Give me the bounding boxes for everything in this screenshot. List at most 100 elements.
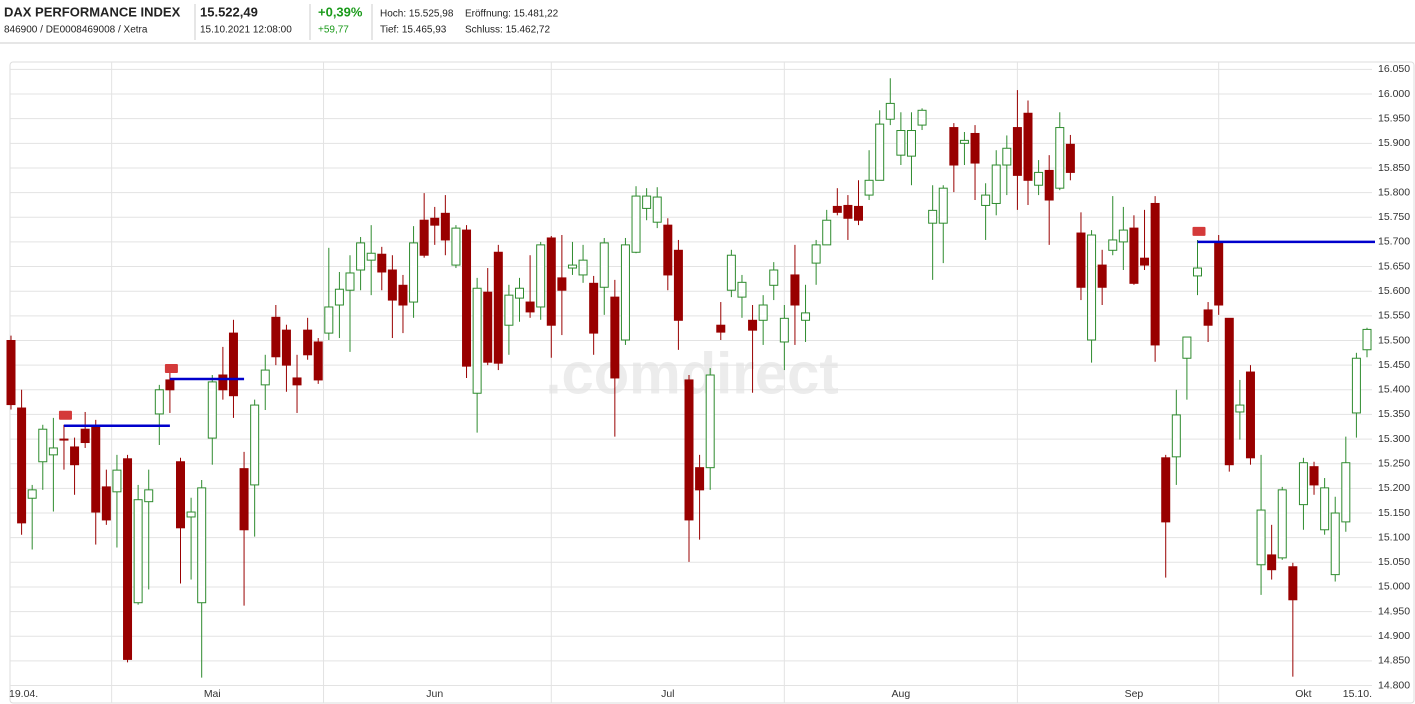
candle-body (48, 447, 58, 456)
candle-body (292, 377, 302, 386)
candle-body (334, 288, 344, 306)
y-tick-label: 16.000 (1378, 88, 1410, 100)
x-tick-label: Jun (426, 688, 443, 700)
y-tick-label: 15.750 (1378, 211, 1410, 223)
candle-body (663, 224, 673, 276)
candle-body (387, 269, 397, 301)
candle-body (1267, 554, 1277, 571)
candle-body (906, 130, 916, 157)
y-tick-label: 15.600 (1378, 285, 1410, 297)
candle-body (1341, 462, 1351, 523)
y-tick-label: 15.200 (1378, 482, 1410, 494)
candle-body (281, 329, 291, 366)
y-tick-label: 15.500 (1378, 334, 1410, 346)
candle-body (748, 319, 758, 331)
candle-body (525, 301, 535, 313)
candle-body (1193, 267, 1202, 277)
x-tick-label: Mai (204, 688, 221, 700)
price: 15.522,49 (200, 4, 258, 19)
candle-body (1203, 309, 1213, 326)
candle-body (811, 244, 821, 264)
candle-body (1277, 489, 1287, 559)
candle-body (1150, 202, 1160, 346)
candle-body (1044, 169, 1054, 201)
change-abs: +59,77 (318, 25, 349, 36)
candle-body (1224, 317, 1234, 466)
candle-body (970, 132, 980, 164)
candle-body (1097, 264, 1107, 288)
candle-body (419, 219, 429, 256)
candle-body (1065, 143, 1075, 173)
candle-body (1034, 171, 1044, 186)
candle-body (737, 281, 747, 298)
y-tick-label: 15.100 (1378, 531, 1410, 543)
candle-body (144, 489, 154, 503)
candle-body (620, 244, 630, 341)
candle-body (673, 249, 683, 321)
candle-body (1351, 357, 1361, 414)
candle-body (1023, 112, 1033, 181)
candle-body (1002, 147, 1012, 166)
candle-body (938, 187, 948, 224)
candle-body (1309, 466, 1319, 486)
candle-body (1362, 328, 1372, 351)
y-tick-label: 16.050 (1378, 63, 1410, 75)
day-open: Eröffnung: 15.481,22 (465, 9, 559, 20)
candle-body (398, 284, 408, 306)
candle-body (928, 209, 938, 224)
y-tick-label: 15.150 (1378, 507, 1410, 519)
candle-body (896, 130, 906, 156)
candle-body (472, 287, 482, 394)
candle-body (1235, 404, 1245, 413)
x-tick-label: Jul (661, 688, 674, 700)
candle-body (1298, 462, 1308, 506)
candle-body (991, 164, 1001, 204)
candle-body (885, 102, 895, 120)
candle-body (1012, 127, 1022, 176)
x-tick-label: Aug (892, 688, 911, 700)
index-ids: 846900 / DE0008469008 / Xetra (4, 25, 148, 36)
candle-body (557, 277, 567, 291)
candle-body (38, 428, 48, 463)
candle-body (27, 489, 37, 499)
candle-body (1076, 232, 1086, 288)
candle-body (1182, 336, 1192, 359)
candle-body (218, 374, 228, 391)
candle-body (1214, 241, 1224, 306)
candle-body (197, 487, 207, 604)
candle-body (1055, 127, 1065, 189)
candle-body (779, 317, 789, 343)
candle-body (228, 332, 238, 397)
candle-body (59, 438, 69, 441)
candle-body (589, 282, 599, 334)
candle-body (695, 467, 705, 491)
candle-body (1161, 457, 1171, 523)
candle-body (726, 254, 736, 291)
level-marker (164, 363, 178, 373)
y-tick-label: 15.700 (1378, 236, 1410, 248)
y-tick-label: 15.300 (1378, 433, 1410, 445)
y-tick-label: 15.000 (1378, 581, 1410, 593)
y-tick-label: 14.850 (1378, 655, 1410, 667)
candle-body (493, 251, 503, 364)
candle-body (854, 205, 863, 221)
level-marker (58, 410, 72, 420)
y-tick-label: 15.650 (1378, 260, 1410, 272)
candle-body (959, 139, 969, 144)
candle-body (260, 369, 270, 386)
candle-body (504, 294, 514, 326)
candle-body (123, 458, 133, 660)
candle-body (440, 212, 450, 241)
x-tick-label: 15.10. (1343, 688, 1372, 700)
y-tick-label: 15.550 (1378, 310, 1410, 322)
candle-body (758, 304, 768, 321)
candle-body (917, 109, 927, 126)
candle-body (843, 204, 853, 219)
candle-body (324, 306, 334, 334)
candle-body (1245, 371, 1255, 459)
y-tick-label: 15.900 (1378, 137, 1410, 149)
y-tick-label: 15.050 (1378, 556, 1410, 568)
candle-body (1087, 234, 1097, 341)
candle-body (239, 468, 249, 531)
candle-body (17, 407, 27, 524)
